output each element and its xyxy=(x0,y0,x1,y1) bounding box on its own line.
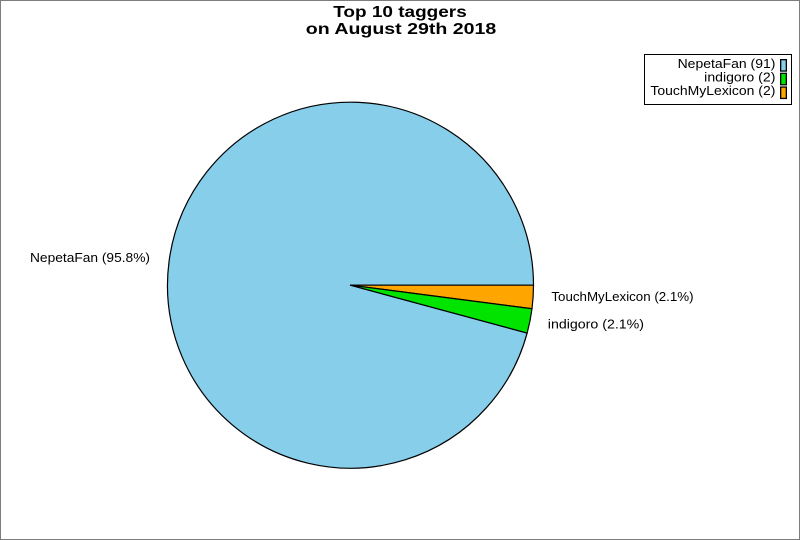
svg-text:Top 10 taggers: Top 10 taggers xyxy=(333,4,467,21)
svg-text:indigoro (2.1%): indigoro (2.1%) xyxy=(548,318,644,332)
svg-text:NepetaFan (91): NepetaFan (91) xyxy=(678,57,776,71)
svg-text:NepetaFan (95.8%): NepetaFan (95.8%) xyxy=(30,251,150,265)
svg-text:on August 29th 2018: on August 29th 2018 xyxy=(306,21,497,38)
svg-text:TouchMyLexicon (2): TouchMyLexicon (2) xyxy=(650,84,775,98)
svg-text:TouchMyLexicon (2.1%): TouchMyLexicon (2.1%) xyxy=(551,290,693,304)
svg-text:indigoro (2): indigoro (2) xyxy=(704,71,775,85)
